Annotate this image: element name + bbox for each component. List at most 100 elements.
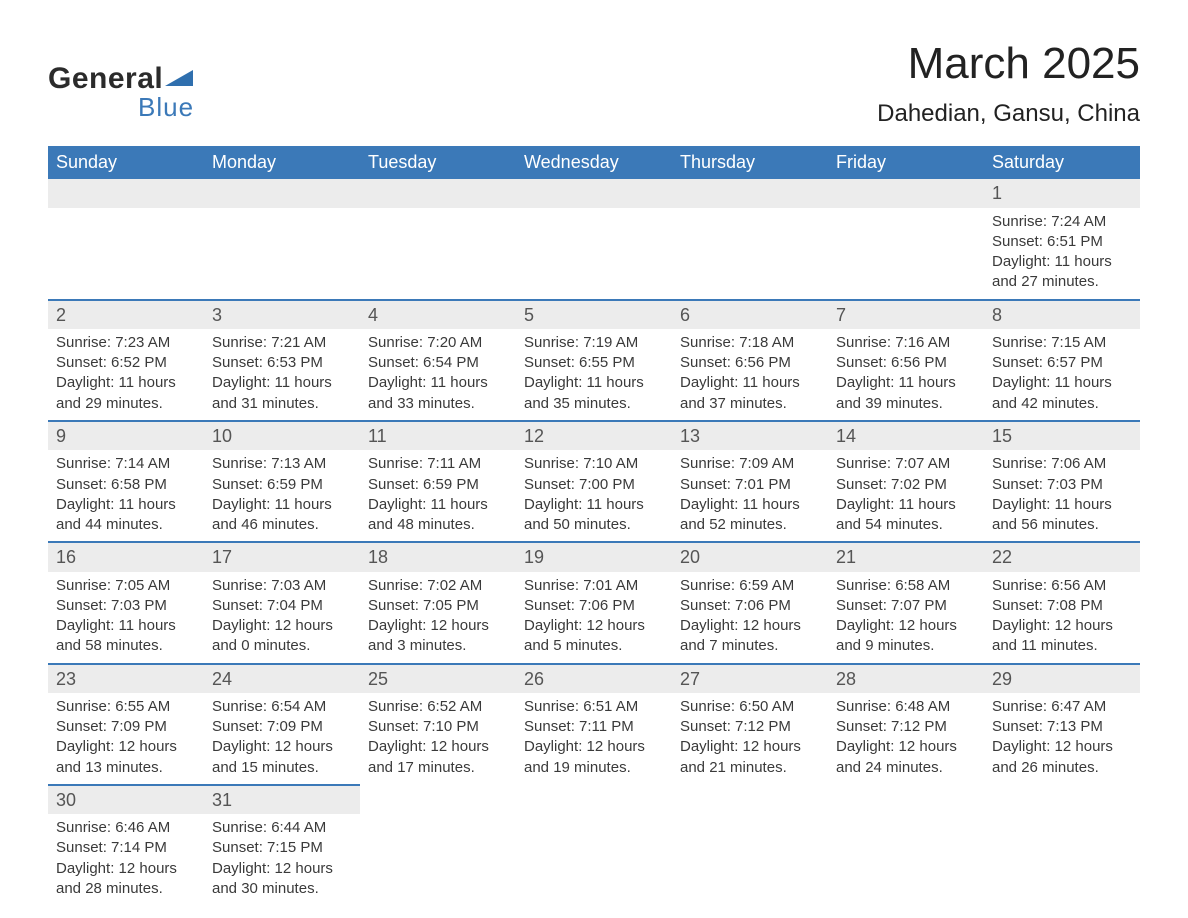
day-day2: and 11 minutes. (992, 636, 1132, 656)
day-day1: Daylight: 11 hours (368, 495, 508, 515)
calendar-table: Sunday Monday Tuesday Wednesday Thursday… (48, 146, 1140, 905)
day-sunset: Sunset: 7:06 PM (680, 596, 820, 616)
day-sunset: Sunset: 6:55 PM (524, 353, 664, 373)
day-detail-cell (984, 814, 1140, 905)
day-day2: and 42 minutes. (992, 394, 1132, 414)
col-friday: Friday (828, 146, 984, 179)
day-number-cell (984, 785, 1140, 814)
day-detail-cell: Sunrise: 6:48 AMSunset: 7:12 PMDaylight:… (828, 693, 984, 785)
day-detail-cell: Sunrise: 7:02 AMSunset: 7:05 PMDaylight:… (360, 572, 516, 664)
day-day1: Daylight: 12 hours (992, 616, 1132, 636)
week-detail-row: Sunrise: 7:05 AMSunset: 7:03 PMDaylight:… (48, 572, 1140, 664)
day-sunset: Sunset: 7:11 PM (524, 717, 664, 737)
day-sunrise: Sunrise: 7:03 AM (212, 576, 352, 596)
day-day2: and 30 minutes. (212, 879, 352, 899)
title-block: March 2025 Dahedian, Gansu, China (877, 40, 1140, 128)
day-day2: and 9 minutes. (836, 636, 976, 656)
week-detail-row: Sunrise: 7:14 AMSunset: 6:58 PMDaylight:… (48, 450, 1140, 542)
day-day2: and 15 minutes. (212, 758, 352, 778)
day-sunset: Sunset: 6:56 PM (680, 353, 820, 373)
day-sunset: Sunset: 7:01 PM (680, 475, 820, 495)
day-day1: Daylight: 11 hours (680, 495, 820, 515)
day-sunrise: Sunrise: 7:05 AM (56, 576, 196, 596)
week-detail-row: Sunrise: 6:55 AMSunset: 7:09 PMDaylight:… (48, 693, 1140, 785)
day-day2: and 46 minutes. (212, 515, 352, 535)
day-day1: Daylight: 12 hours (680, 616, 820, 636)
day-day1: Daylight: 12 hours (680, 737, 820, 757)
day-day1: Daylight: 12 hours (368, 737, 508, 757)
brand-flag-icon (165, 62, 193, 92)
day-sunrise: Sunrise: 6:56 AM (992, 576, 1132, 596)
brand-name-part1: General (48, 64, 163, 94)
day-number-cell: 10 (204, 421, 360, 450)
day-detail-cell: Sunrise: 6:56 AMSunset: 7:08 PMDaylight:… (984, 572, 1140, 664)
week-daynum-row: 3031 (48, 785, 1140, 814)
day-detail-cell: Sunrise: 7:09 AMSunset: 7:01 PMDaylight:… (672, 450, 828, 542)
day-sunset: Sunset: 7:04 PM (212, 596, 352, 616)
day-detail-cell: Sunrise: 7:19 AMSunset: 6:55 PMDaylight:… (516, 329, 672, 421)
day-detail-cell: Sunrise: 7:03 AMSunset: 7:04 PMDaylight:… (204, 572, 360, 664)
day-day2: and 29 minutes. (56, 394, 196, 414)
day-sunrise: Sunrise: 6:52 AM (368, 697, 508, 717)
day-sunrise: Sunrise: 7:20 AM (368, 333, 508, 353)
col-monday: Monday (204, 146, 360, 179)
day-number-cell: 17 (204, 542, 360, 571)
day-detail-cell (516, 814, 672, 905)
day-day2: and 13 minutes. (56, 758, 196, 778)
day-sunrise: Sunrise: 7:09 AM (680, 454, 820, 474)
day-detail-cell: Sunrise: 6:52 AMSunset: 7:10 PMDaylight:… (360, 693, 516, 785)
day-day2: and 24 minutes. (836, 758, 976, 778)
day-number-cell: 31 (204, 785, 360, 814)
day-day2: and 33 minutes. (368, 394, 508, 414)
day-detail-cell: Sunrise: 7:13 AMSunset: 6:59 PMDaylight:… (204, 450, 360, 542)
day-sunset: Sunset: 7:12 PM (836, 717, 976, 737)
week-detail-row: Sunrise: 6:46 AMSunset: 7:14 PMDaylight:… (48, 814, 1140, 905)
day-day2: and 0 minutes. (212, 636, 352, 656)
day-sunrise: Sunrise: 7:02 AM (368, 576, 508, 596)
day-day1: Daylight: 11 hours (524, 495, 664, 515)
day-sunrise: Sunrise: 7:06 AM (992, 454, 1132, 474)
day-number-cell: 26 (516, 664, 672, 693)
day-number-cell: 8 (984, 300, 1140, 329)
day-detail-cell (672, 208, 828, 300)
day-detail-cell: Sunrise: 6:46 AMSunset: 7:14 PMDaylight:… (48, 814, 204, 905)
day-sunrise: Sunrise: 6:47 AM (992, 697, 1132, 717)
day-number-cell: 12 (516, 421, 672, 450)
day-detail-cell: Sunrise: 6:44 AMSunset: 7:15 PMDaylight:… (204, 814, 360, 905)
day-day2: and 28 minutes. (56, 879, 196, 899)
day-detail-cell: Sunrise: 7:16 AMSunset: 6:56 PMDaylight:… (828, 329, 984, 421)
day-number-cell: 24 (204, 664, 360, 693)
day-day2: and 54 minutes. (836, 515, 976, 535)
day-sunrise: Sunrise: 7:14 AM (56, 454, 196, 474)
day-day1: Daylight: 12 hours (212, 737, 352, 757)
day-detail-cell: Sunrise: 6:59 AMSunset: 7:06 PMDaylight:… (672, 572, 828, 664)
day-day1: Daylight: 11 hours (56, 495, 196, 515)
brand-logo-text: General (48, 62, 194, 94)
day-sunrise: Sunrise: 7:01 AM (524, 576, 664, 596)
day-sunset: Sunset: 7:06 PM (524, 596, 664, 616)
day-detail-cell: Sunrise: 7:14 AMSunset: 6:58 PMDaylight:… (48, 450, 204, 542)
day-sunset: Sunset: 7:05 PM (368, 596, 508, 616)
week-daynum-row: 2345678 (48, 300, 1140, 329)
day-number-cell: 18 (360, 542, 516, 571)
day-number-cell: 6 (672, 300, 828, 329)
day-day1: Daylight: 11 hours (212, 373, 352, 393)
day-number-cell (828, 179, 984, 207)
day-day2: and 31 minutes. (212, 394, 352, 414)
day-sunrise: Sunrise: 6:44 AM (212, 818, 352, 838)
day-number-cell: 20 (672, 542, 828, 571)
day-number-cell (516, 179, 672, 207)
day-day1: Daylight: 11 hours (992, 495, 1132, 515)
day-day2: and 21 minutes. (680, 758, 820, 778)
day-sunset: Sunset: 7:13 PM (992, 717, 1132, 737)
day-number-cell: 23 (48, 664, 204, 693)
page: General Blue March 2025 Dahedian, Gansu,… (0, 0, 1188, 918)
day-detail-cell: Sunrise: 6:50 AMSunset: 7:12 PMDaylight:… (672, 693, 828, 785)
day-detail-cell (48, 208, 204, 300)
day-sunrise: Sunrise: 6:48 AM (836, 697, 976, 717)
day-detail-cell: Sunrise: 6:47 AMSunset: 7:13 PMDaylight:… (984, 693, 1140, 785)
day-day1: Daylight: 11 hours (680, 373, 820, 393)
day-sunset: Sunset: 7:14 PM (56, 838, 196, 858)
day-detail-cell (828, 814, 984, 905)
day-sunset: Sunset: 7:15 PM (212, 838, 352, 858)
